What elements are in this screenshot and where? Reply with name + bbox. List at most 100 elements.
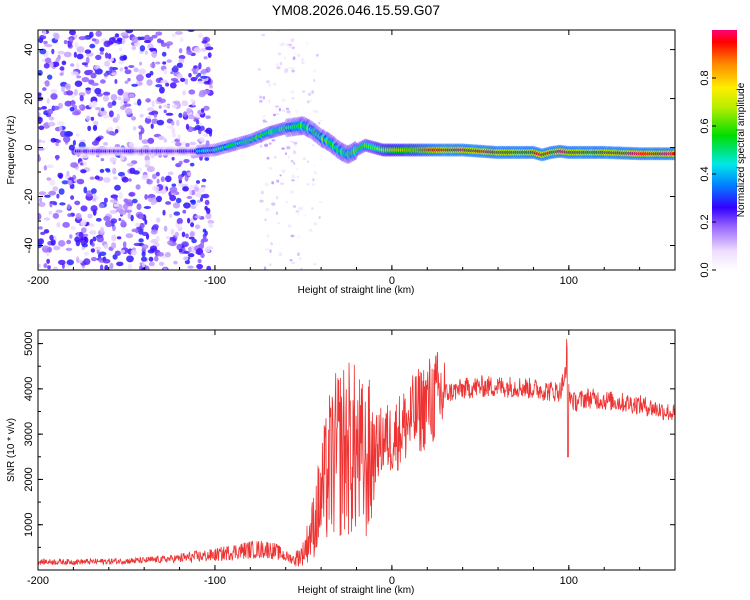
noise-blob — [146, 107, 154, 112]
noise-blob — [163, 267, 167, 270]
noise-blob — [55, 209, 63, 213]
noise-blob — [294, 109, 299, 114]
noise-blob — [187, 114, 195, 120]
noise-blob — [49, 179, 56, 186]
x-tick-label: -200 — [27, 575, 49, 587]
noise-blob — [295, 210, 300, 213]
noise-blob — [290, 90, 295, 94]
noise-blob — [188, 246, 192, 253]
noise-blob — [99, 47, 105, 52]
noise-blob — [266, 234, 270, 238]
noise-blob — [177, 134, 181, 140]
noise-blob — [155, 84, 163, 88]
noise-blob — [72, 111, 81, 116]
noise-blob — [279, 43, 283, 47]
noise-blob — [66, 170, 70, 177]
noise-blob — [62, 221, 70, 228]
noise-blob — [287, 224, 292, 228]
noise-blob — [272, 82, 277, 86]
noise-blob — [207, 52, 212, 58]
noise-blob — [38, 154, 41, 162]
noise-blob — [301, 58, 304, 62]
noise-blob — [76, 46, 85, 53]
noise-blob — [93, 192, 97, 199]
noise-blob — [318, 201, 323, 204]
noise-blob — [183, 250, 190, 254]
noise-blob — [202, 228, 207, 233]
noise-blob — [303, 214, 307, 217]
noise-blob — [140, 127, 145, 134]
noise-blob — [190, 222, 195, 228]
noise-blob — [95, 217, 102, 222]
noise-blob — [178, 223, 182, 230]
snr-axes: -200 -100 0 100 1000 2000 3000 4000 5000 — [23, 330, 676, 587]
noise-blob — [41, 106, 47, 110]
noise-blob — [268, 142, 272, 145]
noise-blob — [189, 162, 195, 167]
noise-blob — [284, 70, 288, 74]
noise-blob — [38, 238, 44, 245]
noise-blob — [190, 77, 198, 82]
noise-blob — [291, 69, 295, 73]
noise-blob — [40, 231, 46, 235]
noise-blob — [302, 157, 307, 161]
noise-blob — [182, 186, 189, 192]
noise-blob — [163, 225, 168, 232]
noise-blob — [291, 46, 295, 50]
noise-blob — [99, 226, 105, 234]
noise-blob — [308, 228, 313, 232]
noise-blob — [182, 90, 186, 96]
noise-blob — [82, 233, 89, 237]
noise-blob — [194, 224, 201, 230]
noise-blob — [263, 266, 267, 270]
noise-blob — [201, 108, 205, 113]
noise-blob — [183, 111, 188, 118]
noise-blob — [178, 112, 183, 118]
noise-blob — [178, 55, 186, 60]
noise-blob — [189, 231, 195, 237]
noise-blob — [298, 206, 303, 211]
noise-blob — [281, 169, 286, 173]
noise-blob — [133, 67, 139, 73]
noise-blob — [198, 62, 202, 70]
noise-blob — [167, 240, 174, 246]
colorbar: 0.0 0.2 0.4 0.6 0.8 Normalized spectral ampl… — [699, 30, 747, 278]
noise-blob — [172, 104, 178, 109]
noise-blob — [164, 252, 171, 258]
noise-blob — [144, 117, 152, 124]
snr-series-line — [38, 339, 675, 567]
noise-blob — [306, 183, 310, 186]
noise-blob — [119, 55, 126, 61]
noise-blob — [89, 31, 94, 38]
noise-blob — [152, 173, 157, 180]
y-tick-label: 0 — [23, 144, 35, 150]
noise-blob — [275, 63, 280, 66]
noise-blob — [70, 99, 76, 107]
noise-blob — [81, 77, 90, 83]
noise-blob — [91, 242, 95, 247]
noise-blob — [311, 90, 314, 94]
noise-blob — [50, 89, 58, 94]
noise-blob — [113, 176, 118, 180]
noise-blob — [56, 193, 60, 199]
noise-blob — [194, 202, 199, 207]
noise-blob — [67, 213, 72, 218]
noise-blob — [119, 67, 124, 72]
noise-blob — [128, 93, 135, 98]
noise-blob — [112, 43, 119, 47]
noise-blob — [111, 242, 117, 249]
noise-blob — [79, 95, 84, 102]
noise-blob — [138, 133, 143, 141]
noise-blob — [124, 103, 132, 107]
colorbar-label: Normalized spectral amplitude — [736, 82, 747, 217]
noise-blob — [103, 177, 111, 183]
noise-blob — [138, 68, 146, 75]
noise-blob — [87, 213, 93, 219]
noise-blob — [85, 56, 90, 64]
noise-blob — [104, 60, 110, 67]
noise-blob — [111, 72, 117, 76]
noise-blob — [279, 61, 283, 66]
noise-blob — [262, 96, 266, 100]
noise-blob — [91, 257, 97, 262]
